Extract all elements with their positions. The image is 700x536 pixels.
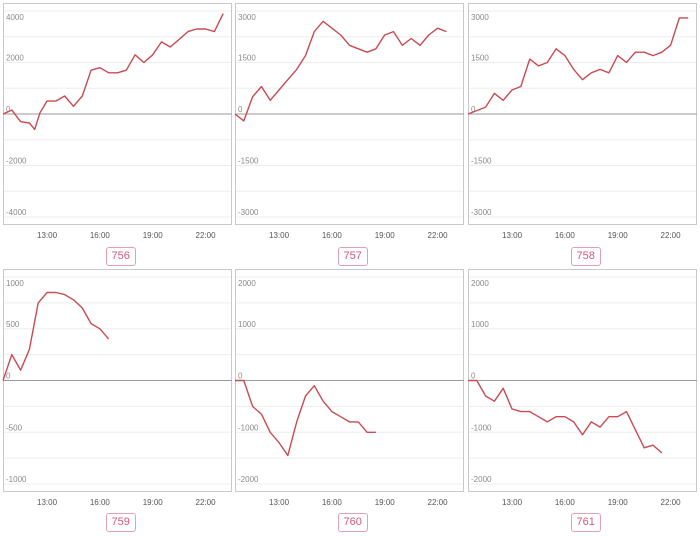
y-tick-label: -1000 <box>238 423 259 432</box>
chart-svg: 4000 2000 0 -2000 -4000 13:00 16:00 19:00 22:00 <box>2 3 232 240</box>
x-tick-label: 19:00 <box>143 498 164 507</box>
chart-panel: 4000 2000 0 -2000 -4000 13:00 16:00 19:00 22:00 7… <box>2 3 232 267</box>
chart-svg: 2000 1000 0 -1000 -2000 13:00 16:00 19:00 22:00 <box>468 269 697 507</box>
x-tick-label: 19:00 <box>143 231 164 240</box>
x-tick-label: 16:00 <box>90 498 111 507</box>
chart-panel: 3000 1500 0 -1500 -3000 13:00 16:00 19:00 22:00 7… <box>467 3 697 267</box>
series-line <box>235 379 376 457</box>
y-tick-label: 0 <box>238 105 243 114</box>
chart-id-badge: 758 <box>570 247 601 266</box>
y-tick-label: -2000 <box>6 157 27 166</box>
y-tick-label: 2000 <box>6 54 24 63</box>
chart-svg: 3000 1500 0 -1500 -3000 13:00 16:00 19:00 22:00 <box>234 3 464 240</box>
x-tick-label: 16:00 <box>555 231 576 240</box>
chart-panel: 1000 500 0 -500 -1000 13:00 16:00 19:00 22:00 759 <box>2 269 232 533</box>
chart-id-badge: 761 <box>570 513 601 532</box>
series-line <box>467 17 689 115</box>
chart-panel: 2000 1000 0 -1000 -2000 13:00 16:00 19:00 22:00 7… <box>235 269 464 533</box>
y-tick-label: -1000 <box>6 475 27 484</box>
x-tick-label: 22:00 <box>661 498 682 507</box>
chart-id-badge: 759 <box>105 513 136 532</box>
x-tick-label: 16:00 <box>555 498 576 507</box>
y-tick-label: 0 <box>6 372 11 381</box>
y-tick-label: -2000 <box>471 475 492 484</box>
chart-svg: 1000 500 0 -500 -1000 13:00 16:00 19:00 22:00 <box>2 269 232 507</box>
x-tick-label: 16:00 <box>322 231 343 240</box>
y-tick-label: -1500 <box>471 157 492 166</box>
chart-svg: 3000 1500 0 -1500 -3000 13:00 16:00 19:00 22:00 <box>467 3 697 240</box>
y-tick-label: 0 <box>238 372 243 381</box>
y-tick-label: 1500 <box>238 54 256 63</box>
series-line <box>2 291 110 381</box>
y-tick-label: 1500 <box>471 54 489 63</box>
y-tick-label: -1500 <box>238 157 259 166</box>
y-tick-label: 0 <box>6 105 11 114</box>
chart-id-badge: 756 <box>105 247 136 266</box>
chart-panel: 3000 1500 0 -1500 -3000 13:00 16:00 19:00 22:00 7… <box>234 3 464 267</box>
chart-svg: 2000 1000 0 -1000 -2000 13:00 16:00 19:00 22:00 <box>235 269 464 507</box>
y-tick-label: -1000 <box>471 423 492 432</box>
y-tick-label: -3000 <box>471 208 492 217</box>
series-line <box>468 379 663 454</box>
y-tick-label: 1000 <box>238 320 256 329</box>
x-tick-label: 22:00 <box>428 231 449 240</box>
y-tick-label: 3000 <box>238 13 256 22</box>
y-tick-label: -2000 <box>238 475 259 484</box>
x-tick-label: 13:00 <box>37 231 58 240</box>
y-tick-label: 2000 <box>471 279 489 288</box>
x-tick-label: 16:00 <box>90 231 111 240</box>
x-tick-label: 19:00 <box>608 231 629 240</box>
y-tick-label: 0 <box>471 105 476 114</box>
y-tick-label: 4000 <box>6 13 24 22</box>
y-tick-label: -4000 <box>6 208 27 217</box>
x-tick-label: 13:00 <box>269 231 290 240</box>
y-tick-label: -500 <box>6 423 23 432</box>
x-tick-label: 22:00 <box>661 231 682 240</box>
x-tick-label: 13:00 <box>502 231 523 240</box>
x-tick-label: 22:00 <box>428 498 449 507</box>
x-tick-label: 22:00 <box>196 498 217 507</box>
y-tick-label: 0 <box>471 372 476 381</box>
x-tick-label: 19:00 <box>608 498 629 507</box>
x-tick-label: 13:00 <box>269 498 290 507</box>
chart-id-badge: 757 <box>337 247 368 266</box>
x-tick-label: 16:00 <box>322 498 343 507</box>
y-tick-label: -3000 <box>238 208 259 217</box>
x-tick-label: 22:00 <box>196 231 217 240</box>
y-tick-label: 500 <box>6 320 20 329</box>
x-tick-label: 13:00 <box>37 498 58 507</box>
x-tick-label: 19:00 <box>375 498 396 507</box>
x-tick-label: 19:00 <box>375 231 396 240</box>
x-tick-label: 13:00 <box>502 498 523 507</box>
y-tick-label: 1000 <box>6 279 24 288</box>
chart-panel: 2000 1000 0 -1000 -2000 13:00 16:00 19:00 22:00 7… <box>468 269 697 533</box>
y-tick-label: 1000 <box>471 320 489 329</box>
y-tick-label: 2000 <box>238 279 256 288</box>
series-line <box>2 13 224 131</box>
series-line <box>234 20 447 122</box>
y-tick-label: 3000 <box>471 13 489 22</box>
chart-id-badge: 760 <box>337 513 368 532</box>
